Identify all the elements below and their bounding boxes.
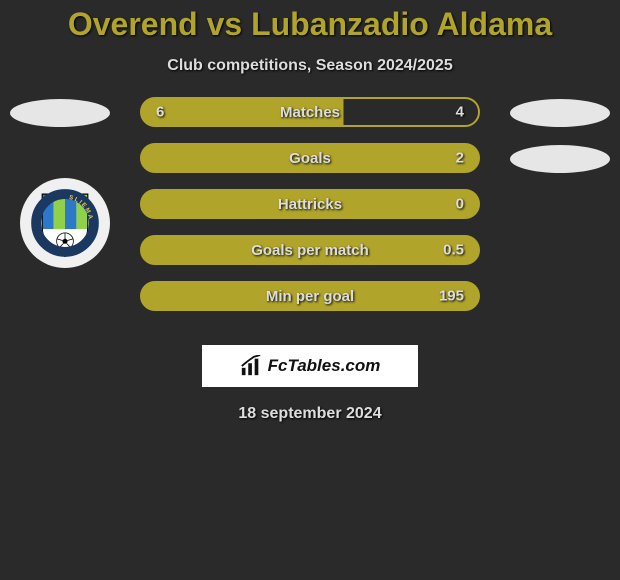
stat-row: Min per goal 195 <box>0 281 620 327</box>
date-text: 18 september 2024 <box>0 405 620 423</box>
player-left-oval <box>10 99 110 127</box>
stat-bar: 6 Matches 4 <box>140 97 480 127</box>
fctables-logo: FcTables.com <box>202 345 418 387</box>
stat-right-value: 0.5 <box>443 242 464 259</box>
logo-text: FcTables.com <box>268 356 381 376</box>
stat-bar: Min per goal 195 <box>140 281 480 311</box>
bar-chart-icon <box>240 355 262 377</box>
stat-label: Min per goal <box>266 288 354 305</box>
stat-label: Hattricks <box>278 196 342 213</box>
stat-right-value: 4 <box>456 104 464 121</box>
player-right-oval <box>510 145 610 173</box>
stat-bar: Hattricks 0 <box>140 189 480 219</box>
subtitle: Club competitions, Season 2024/2025 <box>0 57 620 75</box>
stat-row: Goals 2 <box>0 143 620 189</box>
stat-right-value: 2 <box>456 150 464 167</box>
stat-right-value: 195 <box>439 288 464 305</box>
stat-left-value: 6 <box>156 104 164 121</box>
stat-label: Goals <box>289 150 331 167</box>
stat-row: 6 Matches 4 <box>0 97 620 143</box>
player-right-oval <box>510 99 610 127</box>
stat-label: Goals per match <box>251 242 369 259</box>
page-title: Overend vs Lubanzadio Aldama <box>0 6 620 43</box>
club-badge-icon: SLIEMA <box>20 178 110 268</box>
stat-bar: Goals per match 0.5 <box>140 235 480 265</box>
stat-right-value: 0 <box>456 196 464 213</box>
stat-bar: Goals 2 <box>140 143 480 173</box>
stat-label: Matches <box>280 104 340 121</box>
